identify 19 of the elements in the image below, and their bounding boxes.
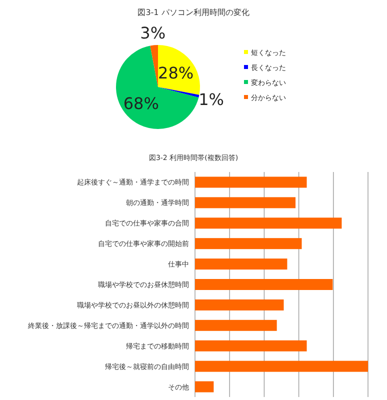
- data-label: 3%: [140, 24, 166, 43]
- bar: [195, 176, 307, 188]
- chart-title: 図3-1 パソコン利用時間の変化: [138, 8, 250, 17]
- bar: [195, 279, 333, 290]
- pie-slice: [150, 45, 158, 87]
- bar: [195, 258, 288, 270]
- bar: [195, 360, 368, 372]
- bar: [195, 340, 307, 352]
- data-label: 28%: [158, 63, 194, 82]
- bar: [195, 238, 302, 250]
- data-label: 1%: [198, 90, 224, 109]
- bar: [195, 299, 284, 310]
- pie-slice: [116, 46, 199, 129]
- bar: [195, 320, 277, 331]
- bar: [195, 197, 296, 208]
- bar: [195, 218, 342, 229]
- pie-slice: [158, 87, 200, 98]
- bar: [195, 381, 214, 392]
- data-label: 68%: [123, 94, 159, 113]
